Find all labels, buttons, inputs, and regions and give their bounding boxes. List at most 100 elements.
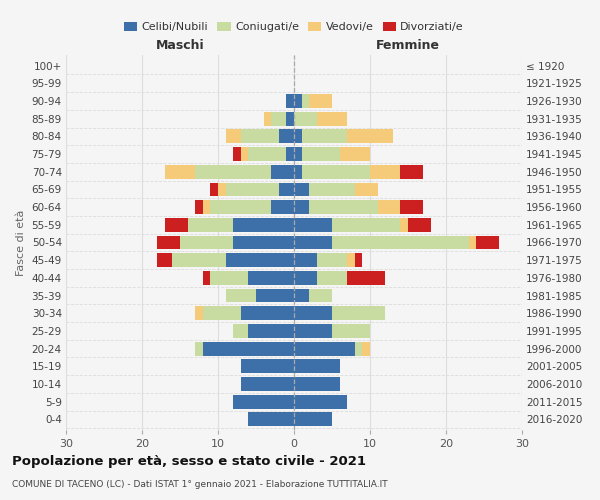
Bar xyxy=(302,94,309,108)
Bar xyxy=(347,130,393,143)
Bar xyxy=(294,200,309,214)
Bar xyxy=(332,218,400,232)
Bar xyxy=(256,288,294,302)
Bar xyxy=(279,182,294,196)
Bar xyxy=(211,200,271,214)
Bar xyxy=(211,182,218,196)
Bar xyxy=(226,254,294,267)
Bar xyxy=(218,182,226,196)
Bar xyxy=(332,324,370,338)
Bar xyxy=(309,200,377,214)
Bar xyxy=(332,236,469,250)
Bar xyxy=(294,236,332,250)
Bar xyxy=(263,112,271,126)
Bar xyxy=(233,395,294,408)
Bar xyxy=(294,342,355,355)
Bar xyxy=(203,342,294,355)
Bar xyxy=(294,395,347,408)
Bar xyxy=(248,412,294,426)
Bar xyxy=(195,165,271,178)
Bar xyxy=(248,324,294,338)
Bar xyxy=(302,165,370,178)
Bar xyxy=(340,147,370,161)
Bar xyxy=(241,377,294,391)
Bar xyxy=(362,342,370,355)
Bar xyxy=(286,94,294,108)
Bar xyxy=(188,218,233,232)
Bar xyxy=(355,182,377,196)
Bar xyxy=(294,271,317,285)
Bar xyxy=(286,147,294,161)
Bar xyxy=(271,165,294,178)
Bar xyxy=(355,254,362,267)
Bar xyxy=(211,271,248,285)
Bar xyxy=(286,112,294,126)
Bar xyxy=(294,112,317,126)
Bar xyxy=(332,306,385,320)
Bar xyxy=(233,324,248,338)
Bar xyxy=(469,236,476,250)
Bar xyxy=(203,306,241,320)
Bar xyxy=(400,200,423,214)
Bar xyxy=(195,200,203,214)
Bar xyxy=(294,165,302,178)
Bar xyxy=(233,236,294,250)
Bar xyxy=(294,412,332,426)
Text: COMUNE DI TACENO (LC) - Dati ISTAT 1° gennaio 2021 - Elaborazione TUTTITALIA.IT: COMUNE DI TACENO (LC) - Dati ISTAT 1° ge… xyxy=(12,480,388,489)
Bar xyxy=(241,130,279,143)
Bar xyxy=(294,324,332,338)
Bar xyxy=(317,112,347,126)
Bar xyxy=(309,288,332,302)
Bar xyxy=(317,271,347,285)
Legend: Celibi/Nubili, Coniugati/e, Vedovi/e, Divorziati/e: Celibi/Nubili, Coniugati/e, Vedovi/e, Di… xyxy=(119,18,469,37)
Bar xyxy=(476,236,499,250)
Y-axis label: Fasce di età: Fasce di età xyxy=(16,210,26,276)
Text: Femmine: Femmine xyxy=(376,40,440,52)
Bar xyxy=(226,288,256,302)
Text: Maschi: Maschi xyxy=(155,40,205,52)
Bar xyxy=(248,271,294,285)
Bar xyxy=(370,165,400,178)
Bar xyxy=(157,254,172,267)
Bar xyxy=(377,200,400,214)
Bar xyxy=(157,236,180,250)
Bar xyxy=(355,342,362,355)
Bar xyxy=(271,200,294,214)
Bar xyxy=(248,147,286,161)
Bar xyxy=(309,182,355,196)
Bar xyxy=(241,306,294,320)
Bar xyxy=(294,360,340,373)
Bar xyxy=(294,218,332,232)
Bar xyxy=(279,130,294,143)
Bar xyxy=(317,254,347,267)
Bar xyxy=(195,306,203,320)
Bar xyxy=(347,254,355,267)
Bar xyxy=(172,254,226,267)
Bar xyxy=(302,147,340,161)
Bar xyxy=(400,165,423,178)
Bar xyxy=(400,218,408,232)
Bar xyxy=(226,130,241,143)
Bar xyxy=(226,182,279,196)
Bar xyxy=(294,130,302,143)
Bar xyxy=(233,147,241,161)
Bar xyxy=(294,254,317,267)
Bar xyxy=(347,271,385,285)
Bar xyxy=(203,271,211,285)
Bar xyxy=(309,94,332,108)
Bar xyxy=(302,130,347,143)
Bar xyxy=(294,147,302,161)
Bar xyxy=(294,306,332,320)
Bar xyxy=(203,200,211,214)
Bar xyxy=(233,218,294,232)
Bar xyxy=(271,112,286,126)
Bar xyxy=(195,342,203,355)
Bar xyxy=(294,182,309,196)
Bar xyxy=(408,218,431,232)
Bar xyxy=(241,360,294,373)
Bar xyxy=(294,377,340,391)
Bar xyxy=(180,236,233,250)
Text: Popolazione per età, sesso e stato civile - 2021: Popolazione per età, sesso e stato civil… xyxy=(12,454,366,468)
Bar xyxy=(165,165,195,178)
Bar xyxy=(165,218,188,232)
